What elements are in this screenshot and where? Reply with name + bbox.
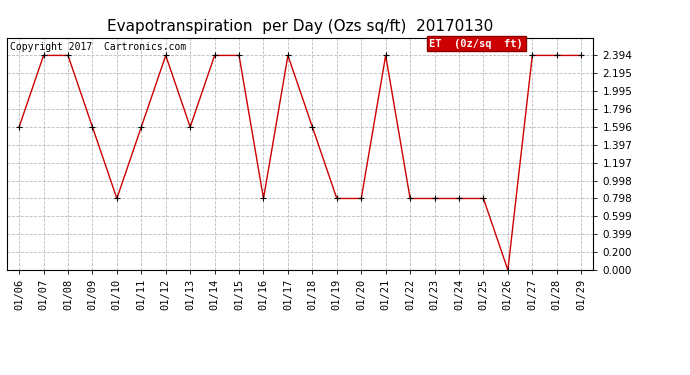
Text: Copyright 2017  Cartronics.com: Copyright 2017 Cartronics.com [10, 42, 186, 52]
Title: Evapotranspiration  per Day (Ozs sq/ft)  20170130: Evapotranspiration per Day (Ozs sq/ft) 2… [107, 18, 493, 33]
Text: ET  (0z/sq  ft): ET (0z/sq ft) [429, 39, 523, 49]
